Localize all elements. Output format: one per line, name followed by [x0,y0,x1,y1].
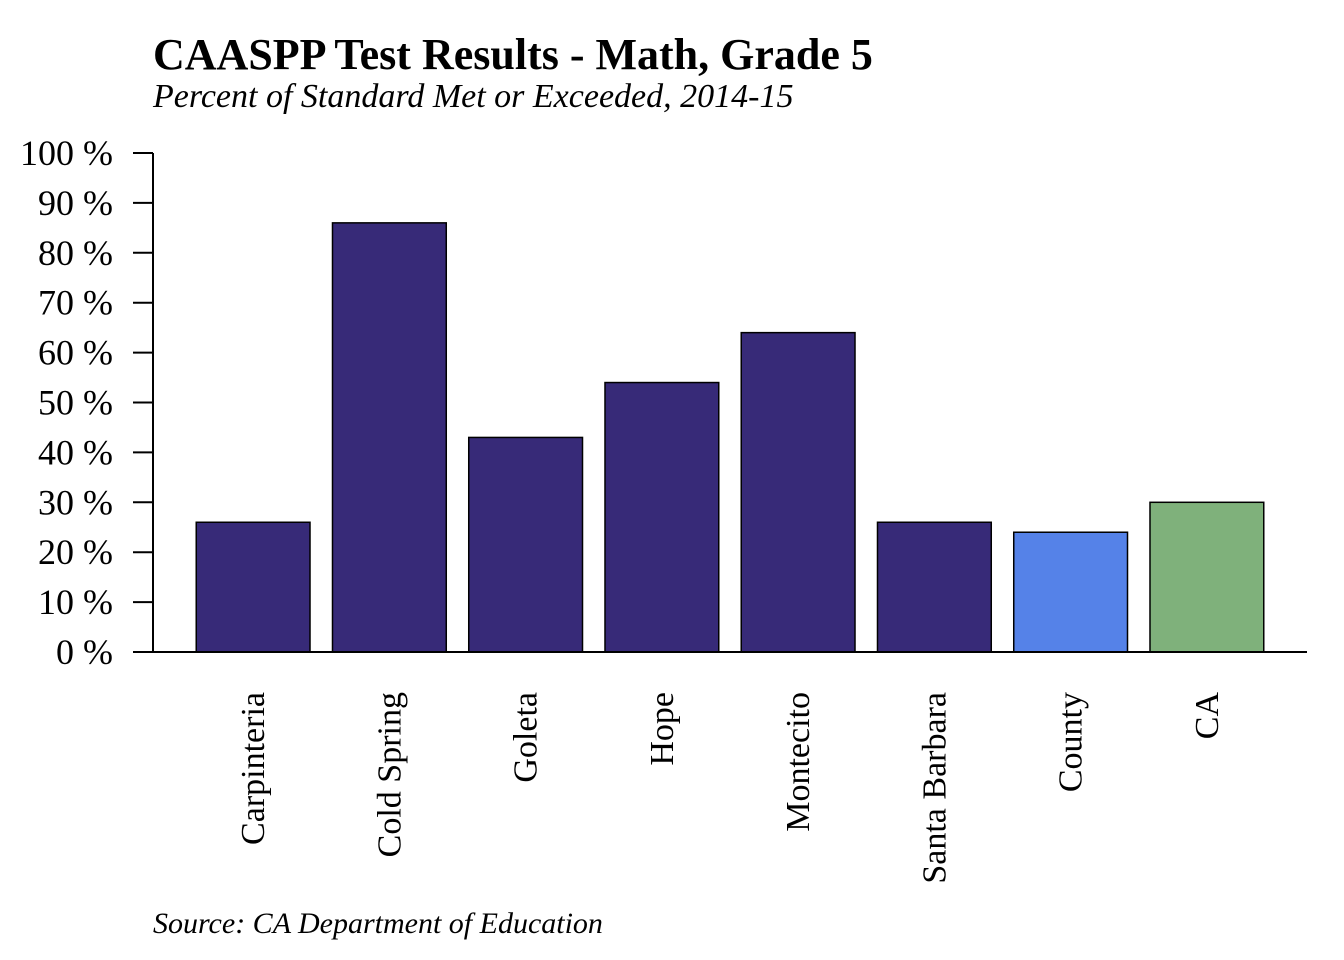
y-axis: 0 % 10 % 20 % 30 % 40 % 50 % 60 % 70 % 80 % 90 % 1… [20,133,154,672]
x-axis-labels: Carpinteria Cold Spring Goleta Hope Montecit… [235,692,1226,884]
bar-ca [1149,501,1265,653]
y-tick-label: 90 % [38,183,113,223]
bar-cold-spring [331,222,448,653]
y-tick-label: 100 % [20,133,113,173]
bar-county [1012,531,1129,653]
bar-goleta [467,436,584,653]
y-tick-label: 50 % [38,383,113,423]
chart-subtitle: Percent of Standard Met or Exceeded, 201… [152,78,793,115]
bar-hope [604,381,720,653]
x-tick-label: Santa Barbara [916,692,953,884]
y-tick-label: 30 % [38,482,113,522]
chart-title: CAASPP Test Results - Math, Grade 5 [153,30,873,79]
x-tick-label: Cold Spring [371,692,408,857]
y-tick-label: 40 % [38,432,113,472]
x-tick-label: Carpinteria [235,692,272,845]
bar-carpinteria [195,521,311,653]
x-tick-label: Goleta [508,692,545,783]
x-tick-label: Hope [644,692,681,766]
y-tick-label: 80 % [38,233,113,273]
source-note: Source: CA Department of Education [153,907,603,940]
y-tick-label: 0 % [56,632,113,672]
bars [195,222,1265,653]
y-tick-label: 60 % [38,333,113,373]
y-tick-label: 70 % [38,283,113,323]
bar-santa-barbara [876,521,993,653]
x-tick-label: County [1053,692,1090,792]
y-tick-label: 10 % [38,582,113,622]
y-tick-label: 20 % [38,532,113,572]
bar-montecito [740,331,856,653]
x-tick-label: CA [1189,692,1226,740]
x-tick-label: Montecito [780,692,817,832]
